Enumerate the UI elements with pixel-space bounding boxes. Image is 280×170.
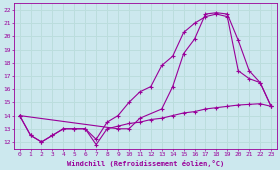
X-axis label: Windchill (Refroidissement éolien,°C): Windchill (Refroidissement éolien,°C) xyxy=(67,159,224,167)
